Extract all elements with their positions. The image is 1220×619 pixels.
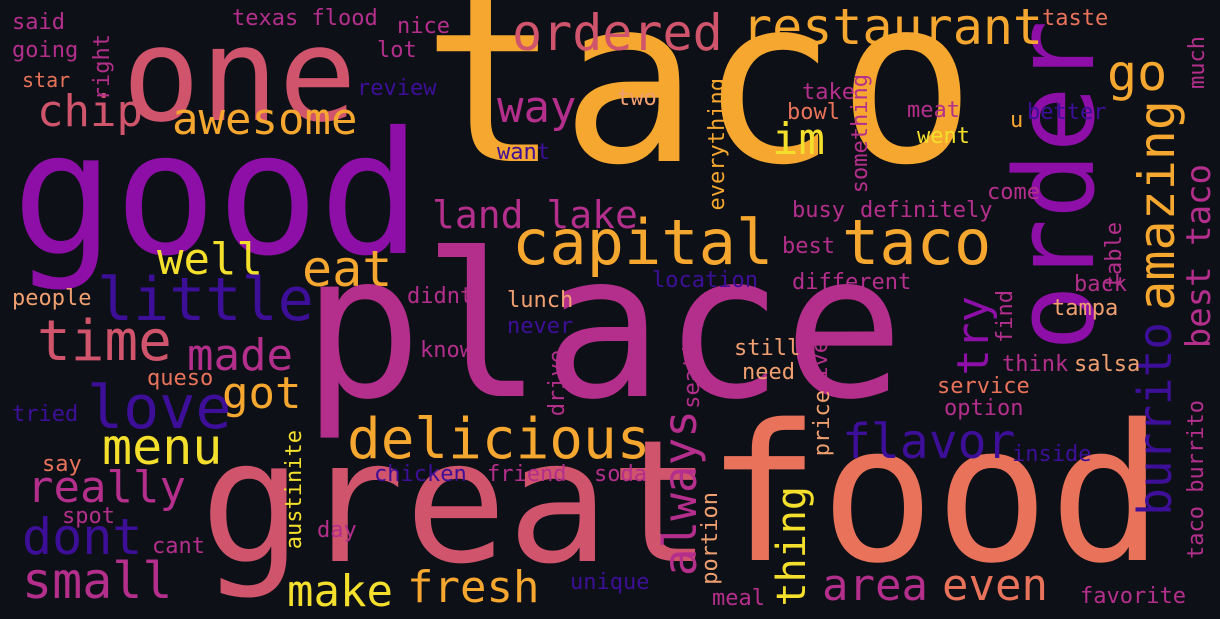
word-capital: capital <box>512 206 774 279</box>
word-find: find <box>993 290 1018 343</box>
word-nice: nice <box>397 14 450 39</box>
word-better: better <box>1027 100 1107 125</box>
word-taco-burrito: taco burrito <box>1184 400 1209 559</box>
word-meal: meal <box>712 586 765 611</box>
word-restaurant: restaurant <box>742 0 1044 56</box>
word-went: went <box>917 124 970 149</box>
word-chip: chip <box>37 86 143 137</box>
word-didnt: didnt <box>407 284 474 309</box>
word-little: little <box>97 265 314 335</box>
word-going: going <box>12 38 79 63</box>
word-come: come <box>987 180 1040 205</box>
word-lunch: lunch <box>507 288 574 313</box>
word-portion: portion <box>698 492 723 585</box>
word-know: know <box>420 338 473 363</box>
word-review: review <box>357 76 437 101</box>
word-great: great <box>200 404 712 602</box>
word-u: u <box>1010 108 1024 133</box>
word-land-lake: land lake <box>432 193 638 237</box>
word-star: star <box>22 68 71 92</box>
word-make: make <box>287 566 393 617</box>
word-soda: soda <box>594 462 647 487</box>
word-option: option <box>944 396 1024 421</box>
word-tried: tried <box>12 402 79 427</box>
word-day: day <box>317 518 357 543</box>
word-flavor: flavor <box>842 414 1016 470</box>
word-need: need <box>742 360 795 385</box>
word-much: much <box>1185 36 1210 89</box>
word-even: even <box>942 560 1048 611</box>
word-something: something <box>848 74 873 194</box>
word-taco2: taco <box>842 206 992 279</box>
word-say: say <box>42 452 82 477</box>
word-way: way <box>497 82 577 133</box>
word-never: never <box>507 314 574 339</box>
word-really: really <box>27 462 186 513</box>
word-best: best <box>782 234 835 259</box>
word-spot: spot <box>62 504 115 529</box>
word-one: one <box>122 0 357 151</box>
word-always: always <box>653 410 707 577</box>
word-fresh: fresh <box>407 562 540 613</box>
word-austinite: austinite <box>282 430 307 550</box>
word-people: people <box>12 286 92 311</box>
word-seating: seating <box>680 316 705 409</box>
word-well: well <box>157 234 263 285</box>
word-want: want <box>497 140 550 165</box>
word-got: got <box>222 368 302 419</box>
word-right: right <box>90 34 115 101</box>
word-said: said <box>12 10 65 35</box>
word-bowl: bowl <box>787 100 840 125</box>
word-location: location <box>652 268 758 293</box>
word-meat: meat <box>907 98 960 123</box>
word-im: im <box>772 114 825 165</box>
word-service: service <box>937 374 1030 399</box>
word-still: still <box>734 336 801 361</box>
word-everything: everything <box>705 78 730 211</box>
word-think: think <box>1002 352 1069 377</box>
word-menu: menu <box>102 418 223 476</box>
word-taste: taste <box>1042 6 1109 31</box>
word-busy: busy <box>792 198 845 223</box>
word-salsa: salsa <box>1074 352 1141 377</box>
word-unique: unique <box>570 570 650 595</box>
word-dont: dont <box>22 508 143 566</box>
word-drive: drive <box>545 350 570 417</box>
word-eat: eat <box>302 240 393 298</box>
word-try: try <box>948 296 999 376</box>
word-amazing: amazing <box>1128 100 1186 311</box>
word-area: area <box>822 560 928 611</box>
word-tampa: tampa <box>1052 296 1119 321</box>
word-made: made <box>187 330 293 381</box>
word-back: back <box>1074 272 1127 297</box>
word-different: different <box>792 270 912 295</box>
word-definitely: definitely <box>860 198 993 223</box>
word-two: two <box>617 86 657 111</box>
word-love: love <box>87 373 232 443</box>
word-good: good <box>12 96 422 294</box>
word-taco: taco <box>422 0 976 216</box>
word-lot: lot <box>377 38 417 63</box>
word-queso: queso <box>147 366 214 391</box>
word-food: food <box>706 384 1164 605</box>
word-price: price <box>810 390 835 457</box>
word-take: take <box>802 80 855 105</box>
word-delicious: delicious <box>347 407 651 472</box>
word-ordered: ordered <box>512 4 723 62</box>
word-time: time <box>37 309 172 374</box>
word-thing: thing <box>769 486 815 607</box>
word-go: go <box>1107 44 1168 102</box>
word-cant: cant <box>152 534 205 559</box>
word-best-taco: best taco <box>1179 164 1219 349</box>
word-favorite: favorite <box>1080 584 1186 609</box>
word-chicken: chicken <box>374 462 467 487</box>
word-friend: friend <box>487 462 567 487</box>
word-small: small <box>22 552 173 610</box>
word-ive: ive <box>808 340 833 380</box>
word-texas-flood: texas flood <box>232 6 378 31</box>
word-awesome: awesome <box>172 94 358 145</box>
word-inside: inside <box>1012 442 1092 467</box>
word-place: place <box>302 211 905 444</box>
